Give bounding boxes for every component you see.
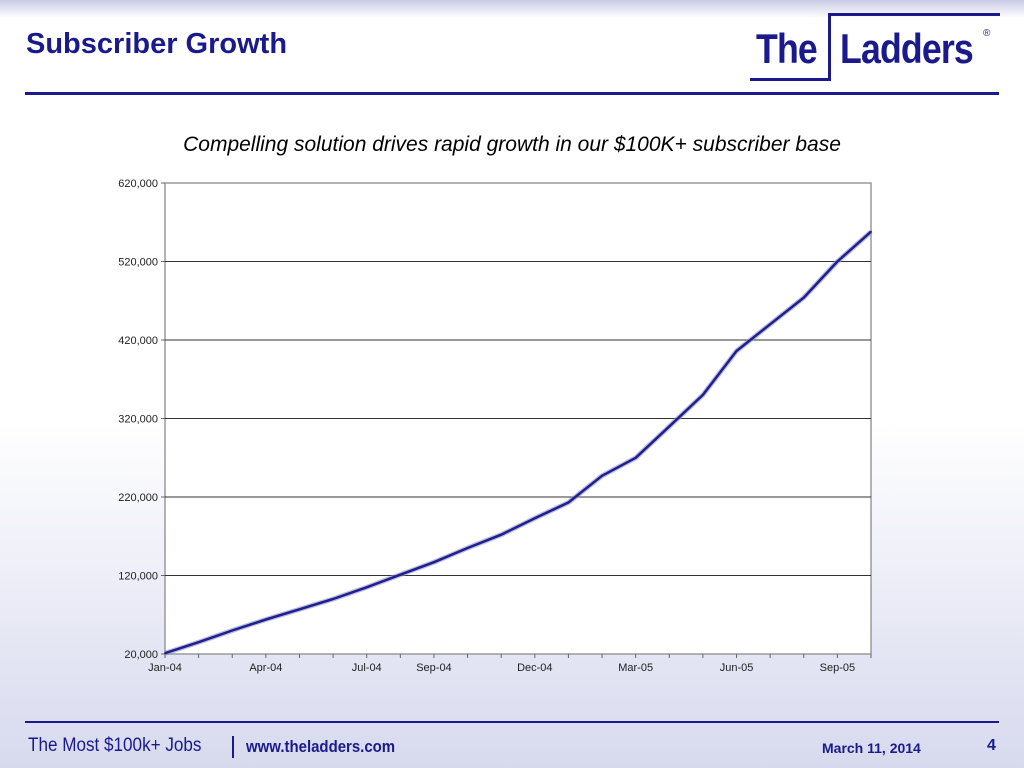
x-tick-label: Jun-05: [720, 662, 754, 674]
x-tick-label: Sep-05: [820, 662, 855, 674]
page-title: Subscriber Growth: [26, 28, 288, 60]
series-line: [164, 230, 872, 655]
x-tick-label: Jul-04: [352, 662, 382, 674]
logo-word-the: The: [756, 25, 818, 72]
data-point: [702, 394, 704, 396]
data-point: [870, 230, 872, 233]
y-tick-label: 120,000: [118, 571, 158, 583]
data-point: [164, 652, 166, 655]
data-point: [601, 474, 603, 477]
data-point: [533, 517, 536, 520]
y-tick-label: 620,000: [118, 178, 158, 190]
footer-tagline: The Most $100k+ Jobs: [28, 735, 202, 756]
y-tick-label: 320,000: [118, 414, 158, 426]
data-point: [836, 260, 839, 263]
footer-separator: [232, 736, 234, 758]
x-tick-label: Mar-05: [618, 662, 653, 674]
logo-word-ladders: Ladders: [840, 25, 974, 72]
logo-bottom-bar: [750, 78, 831, 81]
y-tick-label: 420,000: [118, 335, 158, 347]
data-point: [567, 501, 570, 504]
data-point: [769, 323, 772, 326]
data-point: [264, 618, 267, 621]
data-point: [365, 586, 368, 589]
data-point: [298, 608, 301, 611]
registered-mark: ®: [983, 28, 991, 39]
top-gradient-band: [0, 0, 1024, 18]
data-point: [433, 561, 435, 564]
data-point: [500, 533, 503, 536]
y-tick-label: 520,000: [118, 257, 158, 269]
footer-date: March 11, 2014: [822, 740, 921, 756]
data-point: [668, 425, 671, 428]
logo-vertical-bar: [828, 13, 831, 81]
header-divider: [25, 92, 999, 95]
data-point: [634, 456, 637, 459]
chart-subtitle: Compelling solution drives rapid growth …: [183, 133, 841, 156]
x-tick-label: Jan-04: [148, 662, 182, 674]
y-tick-label: 220,000: [118, 492, 158, 504]
data-point: [802, 296, 805, 299]
page-number: 4: [987, 737, 996, 754]
data-point: [197, 641, 200, 644]
x-tick-label: Sep-04: [416, 662, 451, 674]
x-tick-label: Apr-04: [249, 662, 282, 674]
data-point: [466, 547, 469, 549]
x-tick-label: Dec-04: [517, 662, 552, 674]
data-point: [735, 350, 738, 352]
footer-divider: [25, 721, 999, 723]
data-point: [332, 598, 334, 600]
data-point: [399, 573, 402, 576]
y-tick-label: 20,000: [124, 649, 158, 661]
logo-top-bar: [828, 13, 1000, 16]
company-logo: The Ladders ®: [750, 13, 1000, 81]
data-point: [231, 629, 234, 632]
footer-url: www.theladders.com: [246, 737, 396, 756]
